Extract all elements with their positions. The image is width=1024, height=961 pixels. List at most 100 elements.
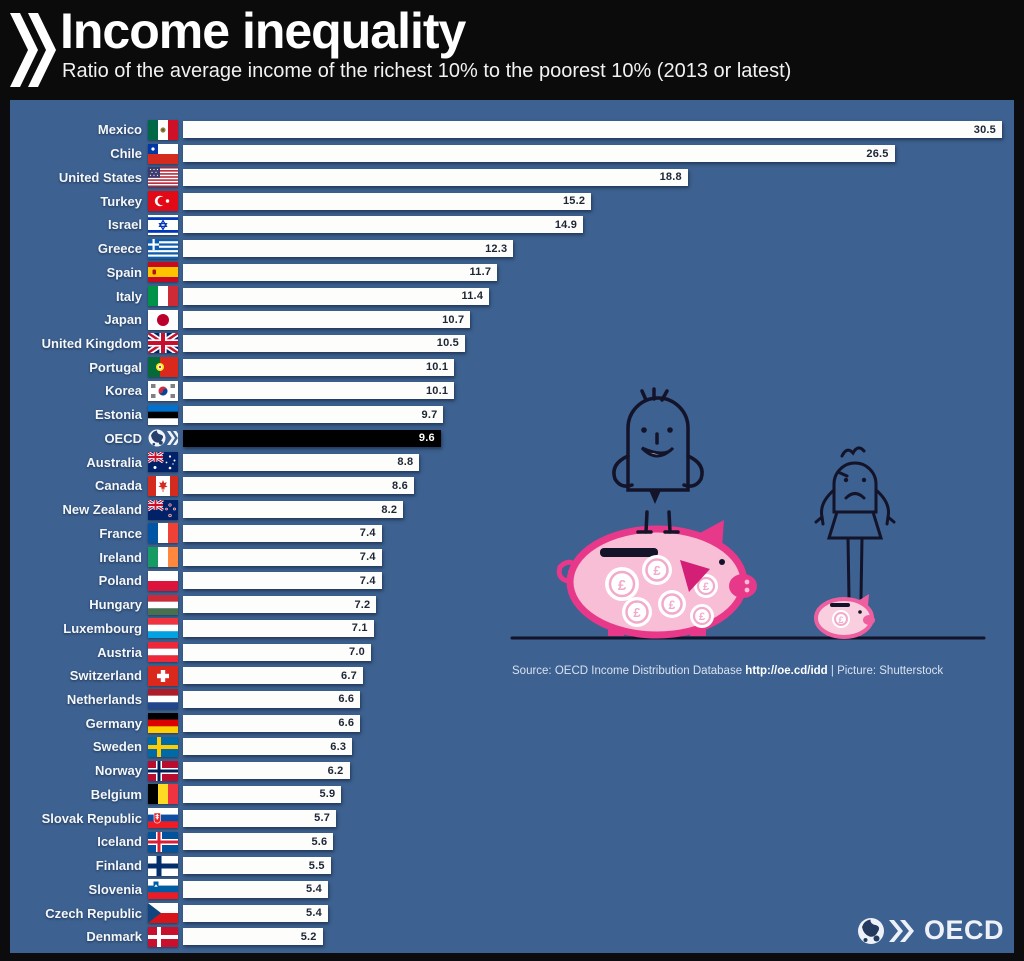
- czechia-flag-icon: [148, 903, 178, 924]
- bar-track: 8.8: [183, 453, 1002, 471]
- value-bar: 6.7: [183, 667, 363, 685]
- bar-track: 26.5: [183, 145, 1002, 163]
- svg-text:£: £: [653, 563, 661, 578]
- value-label: 5.4: [306, 883, 322, 896]
- bar-track: 7.4: [183, 572, 1002, 590]
- value-label: 15.2: [562, 195, 586, 208]
- bar-track: 7.4: [183, 548, 1002, 566]
- value-bar: 7.1: [183, 619, 374, 637]
- value-bar: 6.2: [183, 762, 350, 780]
- netherlands-flag-icon: [148, 689, 178, 710]
- bar-track: 6.3: [183, 738, 1002, 756]
- uk-flag-icon: [148, 333, 178, 354]
- chart-row: Israel 14.9: [10, 213, 1002, 237]
- value-label: 10.7: [442, 313, 465, 326]
- value-label: 11.4: [461, 290, 484, 302]
- value-label: 8.8: [397, 456, 414, 469]
- value-bar: 7.0: [183, 643, 371, 661]
- value-bar: 5.7: [183, 809, 337, 827]
- chart-row: United States 18.8: [10, 165, 1002, 189]
- value-bar: 10.1: [183, 358, 455, 376]
- chart-row: Chile 26.5: [10, 142, 1002, 166]
- value-label: 11.7: [469, 266, 492, 279]
- country-label: Israel: [108, 217, 142, 233]
- country-label: Mexico: [97, 122, 142, 138]
- value-label: 9.6: [418, 432, 435, 445]
- value-label: 5.9: [319, 788, 336, 801]
- country-label: Estonia: [95, 407, 142, 423]
- mexico-flag-icon: [148, 119, 178, 140]
- country-label: Chile: [110, 146, 142, 162]
- country-label: Switzerland: [69, 668, 142, 684]
- chart-row: New Zealand 8.2: [10, 498, 1002, 522]
- bar-track: 5.6: [183, 833, 1002, 851]
- france-flag-icon: [148, 523, 178, 544]
- value-label: 5.2: [300, 930, 317, 943]
- bar-track: 18.8: [183, 168, 1002, 186]
- bar-track: 8.6: [183, 477, 1002, 495]
- value-label: 8.2: [381, 503, 398, 516]
- country-label: Norway: [95, 763, 142, 779]
- country-label: Sweden: [92, 739, 142, 755]
- chart-panel: Mexico 30.5 Chile 26.5 United States 18.…: [10, 100, 1014, 953]
- value-bar: 12.3: [183, 240, 514, 258]
- country-label: Italy: [115, 288, 142, 304]
- page-title: Income inequality: [60, 3, 466, 59]
- country-label: United Kingdom: [41, 335, 142, 351]
- svg-text:£: £: [633, 605, 641, 620]
- country-label: New Zealand: [62, 502, 142, 518]
- svg-text:£: £: [618, 577, 627, 594]
- country-label: Germany: [85, 715, 142, 731]
- bar-track: 12.3: [183, 240, 1002, 258]
- value-bar: 7.4: [183, 524, 382, 542]
- chart-row: Turkey 15.2: [10, 189, 1002, 213]
- value-bar: 6.6: [183, 690, 361, 708]
- country-label: Czech Republic: [45, 905, 142, 921]
- value-bar: 5.5: [183, 857, 331, 875]
- oecd-logo-icon: [148, 428, 178, 448]
- svg-text:£: £: [838, 615, 843, 625]
- country-label: Slovak Republic: [41, 810, 142, 826]
- bar-track: 6.6: [183, 690, 1002, 708]
- double-chevron-icon: [10, 13, 56, 87]
- value-label: 12.3: [485, 242, 508, 255]
- value-label: 6.7: [341, 669, 357, 682]
- norway-flag-icon: [148, 760, 178, 781]
- bar-track: 10.7: [183, 311, 1002, 329]
- country-label: Netherlands: [66, 691, 142, 707]
- bar-track: 7.2: [183, 596, 1002, 614]
- country-label: Iceland: [97, 834, 142, 850]
- chart-row: Korea 10.1: [10, 379, 1002, 403]
- hungary-flag-icon: [148, 594, 178, 615]
- canada-flag-icon: [148, 475, 178, 496]
- chart-row: Denmark 5.2: [10, 925, 1002, 949]
- bar-track: 9.6: [183, 429, 1002, 447]
- bar-track: 6.6: [183, 714, 1002, 732]
- country-label: Austria: [97, 644, 142, 660]
- source-prefix: Source: OECD Income Distribution Databas…: [512, 665, 746, 677]
- country-label: Finland: [95, 858, 142, 874]
- value-bar: 18.8: [183, 168, 688, 186]
- value-bar: 14.9: [183, 216, 584, 234]
- value-label: 26.5: [866, 147, 889, 160]
- poor-piggy-bank-icon: £: [814, 594, 875, 639]
- value-bar: 26.5: [183, 145, 895, 163]
- bar-track: 10.5: [183, 334, 1002, 352]
- country-label: France: [99, 525, 142, 541]
- bar-track: 6.7: [183, 667, 1002, 685]
- bar-track: 5.5: [183, 857, 1002, 875]
- value-bar: 5.9: [183, 785, 342, 803]
- value-label: 18.8: [659, 171, 682, 184]
- value-bar: 7.4: [183, 572, 382, 590]
- greece-flag-icon: [148, 238, 178, 259]
- country-label: Korea: [105, 383, 142, 399]
- slovakia-flag-icon: [148, 808, 178, 829]
- value-bar: 30.5: [183, 121, 1002, 139]
- rich-figure-icon: [612, 387, 704, 534]
- value-label: 6.3: [330, 740, 347, 753]
- australia-flag-icon: [148, 452, 178, 473]
- bar-track: 5.4: [183, 904, 1002, 922]
- country-label: Canada: [95, 478, 142, 494]
- oecd-globe-icon: [857, 917, 914, 944]
- value-bar: 6.6: [183, 714, 361, 732]
